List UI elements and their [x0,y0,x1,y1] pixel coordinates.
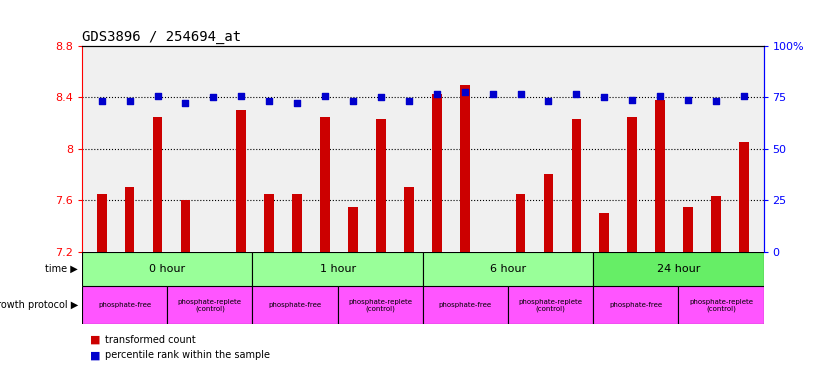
Bar [508,286,594,324]
Point [263,98,276,104]
Bar [739,142,749,252]
Bar [167,286,253,324]
Text: 6 hour: 6 hour [490,264,526,274]
Bar [516,194,525,252]
Text: phosphate-replete
(control): phosphate-replete (control) [689,298,753,312]
Bar [683,207,693,252]
Point [235,93,248,99]
Bar [544,174,553,252]
Bar [460,84,470,252]
Text: phosphate-replete
(control): phosphate-replete (control) [348,298,412,312]
Point [514,91,527,97]
Point [458,89,471,95]
Point [542,98,555,104]
Bar [423,252,594,286]
Bar [678,286,764,324]
Point [123,98,136,104]
Point [291,99,304,106]
Text: phosphate-free: phosphate-free [99,302,151,308]
Text: phosphate-replete
(control): phosphate-replete (control) [178,298,242,312]
Bar [292,194,302,252]
Bar [181,200,190,252]
Bar [404,187,414,252]
Bar [594,286,678,324]
Bar [82,286,167,324]
Text: 0 hour: 0 hour [149,264,186,274]
Text: phosphate-free: phosphate-free [609,302,663,308]
Text: percentile rank within the sample: percentile rank within the sample [105,350,270,360]
Bar [320,117,330,252]
Point [374,94,388,101]
Bar [432,94,442,252]
Bar [253,252,423,286]
Bar [97,194,107,252]
Bar [236,110,246,252]
Point [598,94,611,101]
Point [486,91,499,97]
Bar [711,196,721,252]
Text: time ▶: time ▶ [45,264,78,274]
Bar [153,117,163,252]
Bar [655,100,665,252]
Bar [423,286,508,324]
Text: GDS3896 / 254694_at: GDS3896 / 254694_at [82,30,241,44]
Text: ■: ■ [90,335,101,345]
Point [207,94,220,101]
Point [626,97,639,103]
Point [346,98,360,104]
Point [430,91,443,97]
Point [570,91,583,97]
Point [737,93,750,99]
Bar [627,117,637,252]
Text: phosphate-replete
(control): phosphate-replete (control) [519,298,583,312]
Bar [253,286,337,324]
Bar [337,286,423,324]
Bar [376,119,386,252]
Bar [125,187,135,252]
Text: phosphate-free: phosphate-free [439,302,492,308]
Text: ■: ■ [90,350,101,360]
Point [681,97,695,103]
Point [151,93,164,99]
Bar [264,194,274,252]
Point [95,98,108,104]
Text: transformed count: transformed count [105,335,196,345]
Point [654,93,667,99]
Text: 1 hour: 1 hour [319,264,355,274]
Bar [571,119,581,252]
Point [179,99,192,106]
Text: phosphate-free: phosphate-free [268,302,322,308]
Bar [348,207,358,252]
Bar [599,213,609,252]
Bar [594,252,764,286]
Text: 24 hour: 24 hour [657,264,700,274]
Point [402,98,415,104]
Bar [82,252,253,286]
Point [709,98,722,104]
Text: growth protocol ▶: growth protocol ▶ [0,300,78,310]
Point [319,93,332,99]
